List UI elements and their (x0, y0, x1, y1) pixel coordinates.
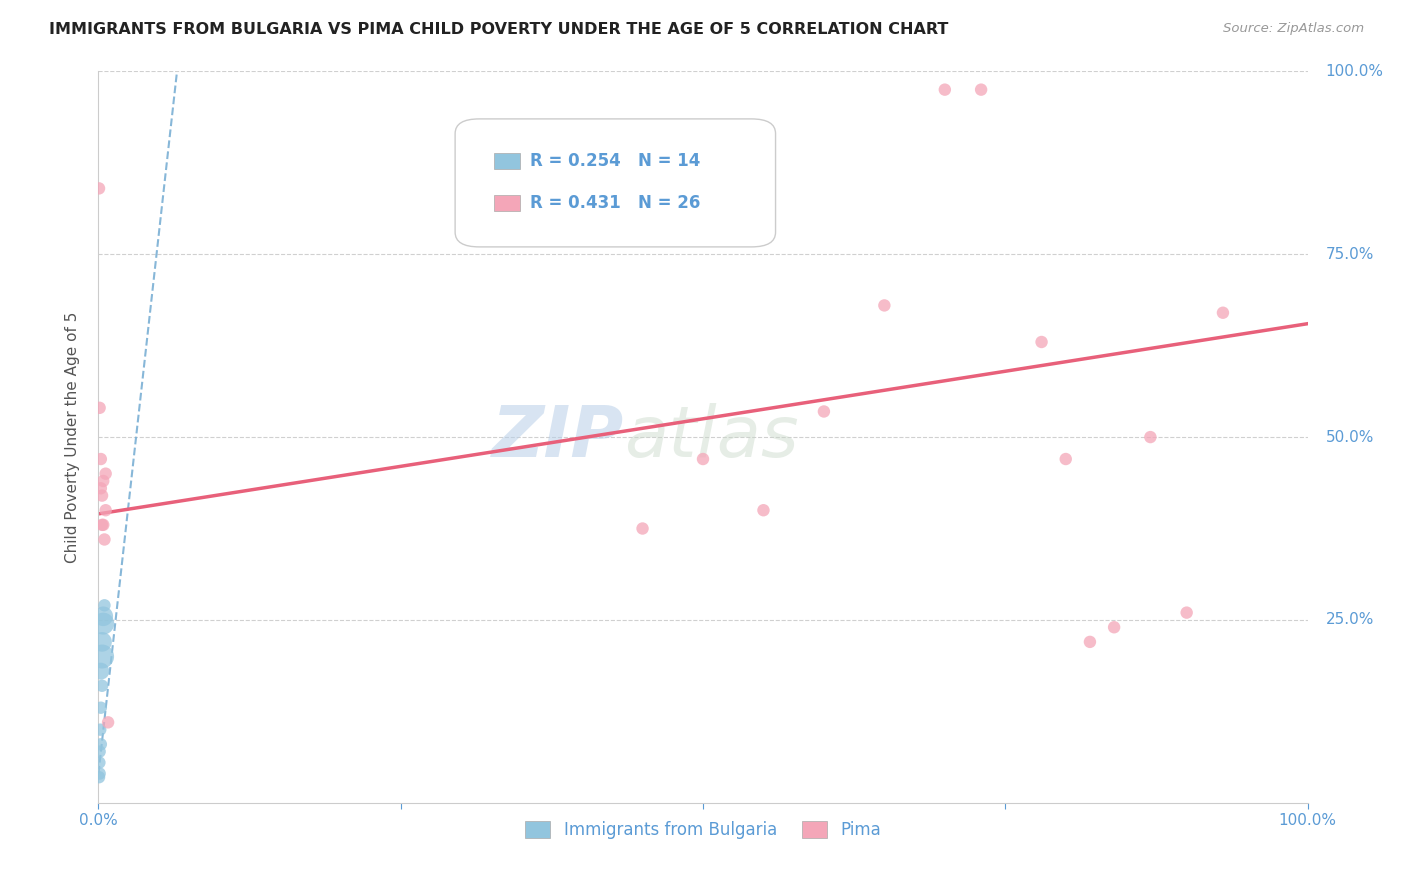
Point (94, 503, 117, 517)
Text: 75.0%: 75.0% (1326, 247, 1374, 261)
Text: R = 0.431   N = 26: R = 0.431 N = 26 (530, 194, 700, 212)
Point (89, 401, 111, 415)
Point (91, 517, 114, 532)
Point (1054, 452, 1077, 467)
Point (1031, 334, 1053, 349)
FancyBboxPatch shape (456, 119, 776, 247)
Point (752, 503, 775, 517)
Point (91, 517, 114, 532)
Point (91, 609, 114, 624)
Point (93, 533, 115, 547)
Point (91, 679, 114, 693)
Text: Source: ZipAtlas.com: Source: ZipAtlas.com (1223, 22, 1364, 36)
Point (90, 664, 112, 678)
Point (91, 616, 114, 631)
Point (970, 83, 993, 97)
Text: 100.0%: 100.0% (1326, 64, 1384, 78)
FancyBboxPatch shape (494, 195, 520, 211)
Point (90, 737, 112, 751)
Point (89, 723, 111, 737)
Point (873, 298, 896, 312)
Point (97, 715, 120, 730)
Point (93, 599, 115, 613)
Point (87, 770, 110, 784)
Point (91, 635, 114, 649)
Point (89, 756, 111, 770)
Point (91, 489, 114, 503)
Point (90, 700, 112, 714)
Point (87, 181, 110, 195)
Point (89, 766, 111, 780)
Point (1078, 635, 1101, 649)
Legend: Immigrants from Bulgaria, Pima: Immigrants from Bulgaria, Pima (519, 814, 887, 846)
Point (1175, 606, 1198, 620)
Point (90, 481, 112, 495)
Point (91, 474, 114, 488)
Point (1212, 306, 1234, 320)
Text: IMMIGRANTS FROM BULGARIA VS PIMA CHILD POVERTY UNDER THE AGE OF 5 CORRELATION CH: IMMIGRANTS FROM BULGARIA VS PIMA CHILD P… (49, 22, 949, 37)
Text: atlas: atlas (624, 402, 799, 472)
Text: R = 0.254   N = 14: R = 0.254 N = 14 (530, 153, 700, 170)
Point (90, 452, 112, 467)
Point (1102, 620, 1125, 634)
Point (813, 404, 835, 418)
Point (1139, 430, 1161, 444)
FancyBboxPatch shape (494, 153, 520, 169)
Point (89, 745, 111, 759)
Point (934, 83, 956, 97)
Point (631, 521, 654, 535)
Point (692, 452, 714, 467)
Text: 25.0%: 25.0% (1326, 613, 1374, 627)
Point (94, 467, 117, 481)
Text: ZIP: ZIP (492, 402, 624, 472)
Text: 50.0%: 50.0% (1326, 430, 1374, 444)
Y-axis label: Child Poverty Under the Age of 5: Child Poverty Under the Age of 5 (65, 311, 80, 563)
Point (91, 649, 114, 664)
